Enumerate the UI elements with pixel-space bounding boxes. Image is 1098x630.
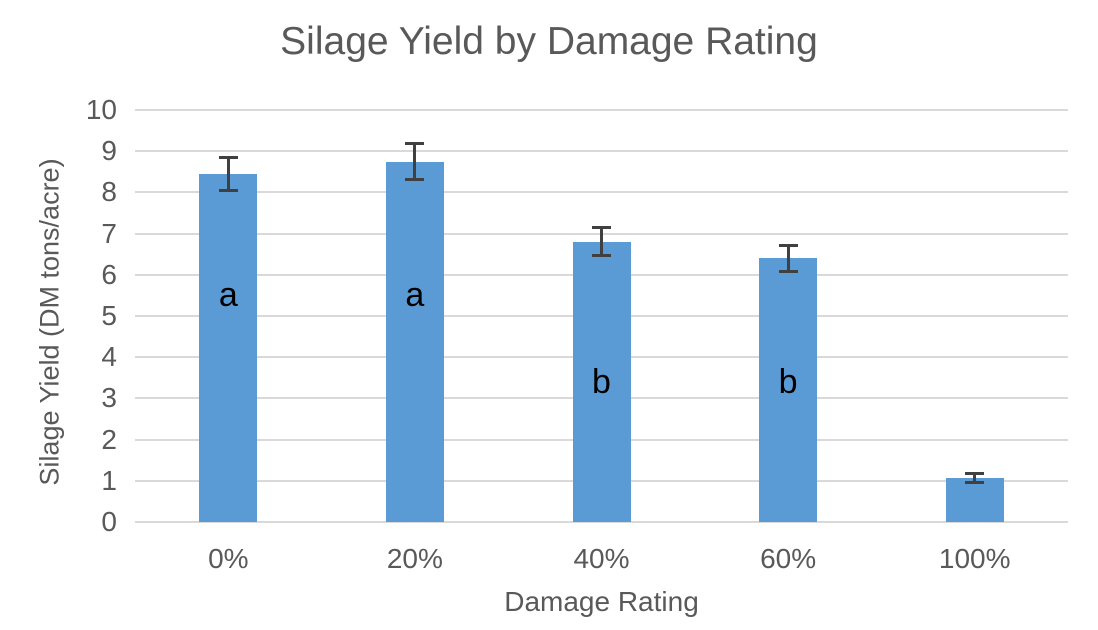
y-tick-label: 4 xyxy=(101,341,117,373)
y-tick-label: 5 xyxy=(101,300,117,331)
significance-letter: b xyxy=(592,362,611,401)
gridline xyxy=(135,150,1068,153)
error-bar-line xyxy=(413,142,417,181)
error-bar-line xyxy=(600,227,603,257)
error-bar-cap-top xyxy=(592,226,611,230)
significance-letter: a xyxy=(218,276,238,315)
error-bar-line xyxy=(786,245,790,272)
bar-40% xyxy=(572,241,631,522)
error-bar-cap-top xyxy=(778,244,798,248)
error-bar-cap-bottom xyxy=(965,480,985,484)
x-tick-label: 100% xyxy=(938,543,1011,574)
x-tick-label: 20% xyxy=(386,543,443,574)
y-tick-label: 8 xyxy=(101,176,117,208)
significance-letter: a xyxy=(405,276,425,315)
x-tick-label: 0% xyxy=(208,543,249,574)
y-tick-label: 1 xyxy=(101,464,117,496)
bar-100% xyxy=(945,477,1004,522)
gridline xyxy=(135,191,1068,194)
error-bar-cap-bottom xyxy=(218,189,238,193)
error-bar-cap-bottom xyxy=(778,269,798,273)
x-tick-label: 40% xyxy=(573,543,630,574)
y-tick-label: 2 xyxy=(101,423,117,455)
error-bar-cap-top xyxy=(405,141,425,145)
y-tick-label: 0 xyxy=(101,506,117,537)
x-axis-title: Damage Rating xyxy=(504,586,699,617)
bar-60% xyxy=(759,258,818,522)
error-bar-line xyxy=(226,156,230,192)
error-bar-cap-bottom xyxy=(592,254,611,258)
error-bar-cap-top xyxy=(218,155,238,159)
gridline xyxy=(135,109,1068,111)
bar-20% xyxy=(385,161,444,522)
bar-0% xyxy=(199,173,258,522)
y-tick-label: 6 xyxy=(101,258,117,290)
error-bar-cap-top xyxy=(965,471,985,475)
chart-title: Silage Yield by Damage Rating xyxy=(280,20,818,63)
significance-letter: b xyxy=(778,362,798,401)
y-tick-label: 10 xyxy=(85,94,117,125)
y-tick-label: 7 xyxy=(101,217,117,249)
y-tick-label: 3 xyxy=(101,382,117,414)
error-bar-line xyxy=(973,472,977,483)
y-tick-label: 9 xyxy=(101,135,117,167)
x-tick-label: 60% xyxy=(760,543,817,574)
error-bar-cap-bottom xyxy=(405,178,425,182)
